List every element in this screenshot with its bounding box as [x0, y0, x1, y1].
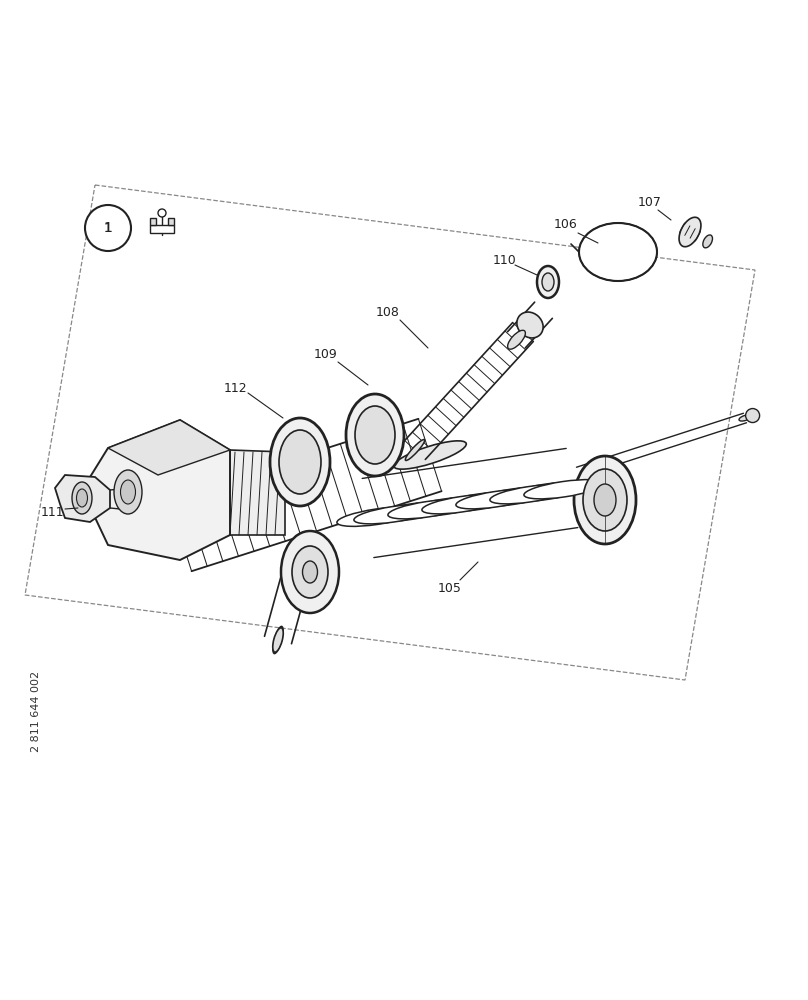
Ellipse shape [599, 237, 638, 266]
Ellipse shape [114, 470, 142, 514]
Ellipse shape [273, 626, 283, 654]
Ellipse shape [524, 480, 603, 499]
Ellipse shape [393, 441, 466, 469]
Ellipse shape [594, 484, 616, 516]
Polygon shape [150, 218, 156, 225]
Ellipse shape [542, 273, 554, 291]
Ellipse shape [490, 485, 569, 504]
Circle shape [746, 409, 760, 423]
Ellipse shape [279, 430, 321, 494]
Ellipse shape [507, 330, 525, 349]
Ellipse shape [456, 490, 535, 509]
Ellipse shape [592, 233, 644, 271]
Ellipse shape [583, 469, 627, 531]
Ellipse shape [679, 217, 701, 247]
Polygon shape [230, 450, 285, 535]
Polygon shape [108, 420, 230, 475]
Text: 110: 110 [493, 253, 517, 266]
Ellipse shape [513, 322, 532, 342]
Ellipse shape [302, 561, 318, 583]
Ellipse shape [405, 497, 484, 516]
Text: 112: 112 [223, 381, 246, 394]
Ellipse shape [120, 480, 136, 504]
Text: 106: 106 [554, 219, 578, 232]
Ellipse shape [517, 312, 543, 338]
Ellipse shape [586, 228, 650, 276]
Ellipse shape [422, 495, 501, 514]
Text: 108: 108 [376, 306, 400, 318]
Ellipse shape [507, 482, 586, 501]
Ellipse shape [406, 440, 425, 460]
Ellipse shape [273, 628, 284, 652]
Ellipse shape [739, 415, 751, 421]
Ellipse shape [72, 482, 92, 514]
Text: 2 811 644 002: 2 811 644 002 [31, 671, 41, 752]
Circle shape [158, 209, 166, 217]
Polygon shape [150, 225, 174, 233]
Ellipse shape [579, 223, 657, 281]
Text: 1: 1 [103, 221, 112, 235]
Ellipse shape [605, 242, 631, 262]
Ellipse shape [388, 500, 467, 519]
Polygon shape [55, 475, 110, 522]
Ellipse shape [612, 247, 625, 257]
Ellipse shape [292, 546, 328, 598]
Ellipse shape [537, 266, 559, 298]
Ellipse shape [270, 418, 330, 506]
Circle shape [85, 205, 131, 251]
Polygon shape [82, 420, 230, 560]
Polygon shape [168, 218, 174, 225]
Ellipse shape [439, 492, 518, 511]
Text: 109: 109 [314, 349, 338, 361]
Ellipse shape [337, 507, 416, 526]
Ellipse shape [371, 502, 450, 521]
Text: 107: 107 [638, 196, 662, 209]
Ellipse shape [355, 406, 395, 464]
Ellipse shape [77, 489, 87, 507]
Ellipse shape [281, 531, 339, 613]
Ellipse shape [346, 394, 404, 476]
Text: 105: 105 [438, 582, 462, 594]
Ellipse shape [144, 521, 217, 549]
Ellipse shape [574, 456, 636, 544]
Text: 111: 111 [40, 506, 64, 518]
Text: 1: 1 [104, 222, 112, 234]
Ellipse shape [473, 487, 552, 506]
Ellipse shape [703, 235, 713, 248]
Ellipse shape [354, 505, 433, 524]
